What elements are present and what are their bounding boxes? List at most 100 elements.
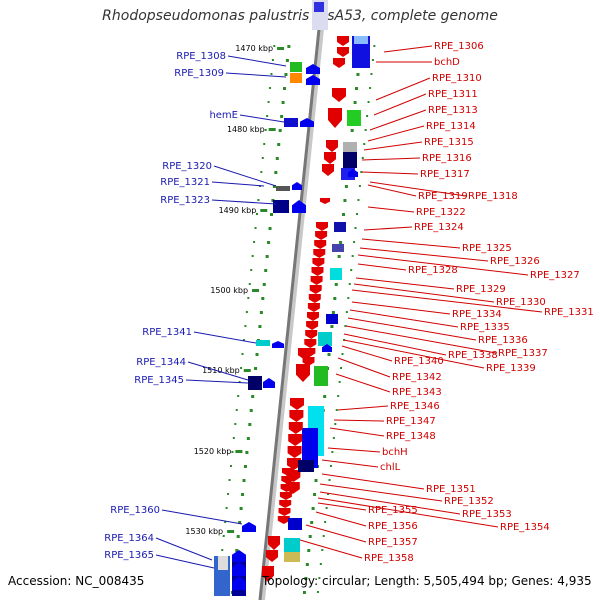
gene-arrow xyxy=(309,285,322,294)
gene-label-right: RPE_1358 xyxy=(364,553,414,564)
guide-dot xyxy=(340,367,343,369)
guide-dot xyxy=(241,493,245,496)
kbp-label: 1480 kbp xyxy=(227,125,265,134)
gene-label-right: RPE_1306 xyxy=(434,41,484,52)
gene-arrow xyxy=(322,164,334,176)
gene-arrow xyxy=(279,500,292,508)
leader-line-left xyxy=(225,72,287,78)
leader-line-left xyxy=(185,379,249,384)
guide-dot xyxy=(268,227,272,230)
guide-dot xyxy=(350,269,353,271)
gene-label-right: RPE_1339 xyxy=(486,363,536,374)
gene-label-right: RPE_1329 xyxy=(456,284,506,295)
guide-dot xyxy=(227,493,230,495)
guide-dot xyxy=(261,297,265,300)
gene-block xyxy=(218,556,228,570)
dotted-guides xyxy=(216,45,376,594)
gene-label-left: RPE_1344 xyxy=(136,357,186,368)
guide-dot xyxy=(284,73,288,76)
guide-dot xyxy=(265,255,269,258)
gene-arrow xyxy=(348,169,358,177)
guide-dot xyxy=(311,507,315,510)
guide-dot xyxy=(334,423,337,425)
guide-dot xyxy=(246,437,250,440)
leader-line-left xyxy=(227,55,287,67)
backbone-shadow xyxy=(259,0,327,600)
backbone xyxy=(258,0,324,600)
guide-dot xyxy=(278,129,282,132)
gene-arrow xyxy=(328,108,342,128)
guide-dot xyxy=(327,493,330,495)
guide-dot xyxy=(237,395,240,397)
gene-label-right: RPE_1352 xyxy=(444,496,494,507)
gene-block xyxy=(256,340,270,346)
guide-dot xyxy=(344,185,348,188)
guide-dot xyxy=(354,227,357,229)
gene-label-right: RPE_1313 xyxy=(428,105,478,116)
guide-dot xyxy=(313,493,317,496)
gene-label-right: RPE_1319 xyxy=(418,191,468,202)
guide-dot xyxy=(350,129,354,132)
gene-block xyxy=(276,186,290,191)
gene-label-right: bchD xyxy=(434,57,460,68)
gene-label-right: RPE_1337 xyxy=(498,348,548,359)
gene-label-right: RPE_1316 xyxy=(422,153,472,164)
leader-line-right xyxy=(369,181,467,197)
gene-label-right: RPE_1346 xyxy=(390,401,440,412)
gene-label-right: bchH xyxy=(382,447,408,458)
gene-label-right: RPE_1357 xyxy=(368,537,418,548)
guide-dot xyxy=(242,339,245,341)
leader-line-right xyxy=(361,157,421,161)
gene-label-right: RPE_1347 xyxy=(386,416,436,427)
gene-block xyxy=(290,62,302,72)
gene-label-right: RPE_1343 xyxy=(392,387,442,398)
gene-arrow xyxy=(306,64,320,74)
leader-line-left xyxy=(161,509,243,525)
gene-label-right: RPE_1322 xyxy=(416,207,466,218)
gene-block xyxy=(343,152,357,168)
guide-dot xyxy=(371,59,374,61)
guide-dot xyxy=(330,325,334,328)
gene-label-left: RPE_1321 xyxy=(160,177,210,188)
gene-block xyxy=(314,366,328,386)
leader-line-right xyxy=(337,405,389,411)
guide-dot xyxy=(263,143,266,145)
gene-arrow xyxy=(332,88,346,102)
leader-line-left xyxy=(211,199,277,205)
guide-dot xyxy=(355,213,358,215)
leader-line-right xyxy=(355,277,455,290)
leader-line-right xyxy=(337,357,391,378)
gene-arrow xyxy=(306,75,320,85)
leader-line-right xyxy=(345,325,497,354)
gene-block xyxy=(290,73,302,83)
gene-arrow xyxy=(320,198,330,204)
guide-dot xyxy=(355,87,359,90)
gene-label-left: RPE_1364 xyxy=(104,533,154,544)
leader-line-right xyxy=(317,497,499,528)
guide-dot xyxy=(314,479,318,482)
gene-arrow xyxy=(315,231,328,240)
guide-dot xyxy=(240,367,243,369)
guide-dot xyxy=(363,143,366,145)
guide-dot xyxy=(323,395,327,398)
guide-dot xyxy=(366,115,369,117)
guide-dot xyxy=(348,283,351,285)
guide-dot xyxy=(353,101,357,104)
gene-label-right: RPE_1315 xyxy=(424,137,474,148)
guide-dot xyxy=(325,507,328,509)
guide-dot xyxy=(257,199,260,201)
guide-dot xyxy=(267,241,271,244)
guide-dot xyxy=(243,465,247,468)
guide-dot xyxy=(369,87,372,89)
guide-dot xyxy=(255,353,259,356)
guide-dot xyxy=(259,311,263,314)
kbp-label: 1490 kbp xyxy=(219,206,257,215)
guide-dot xyxy=(357,199,360,201)
guide-dot xyxy=(238,521,242,524)
guide-dot xyxy=(264,269,268,272)
kbp-label: 1500 kbp xyxy=(210,286,248,295)
gene-arrow xyxy=(268,536,280,550)
guide-dot xyxy=(222,535,225,537)
guide-dot xyxy=(236,535,240,538)
leader-line-right xyxy=(361,171,419,175)
